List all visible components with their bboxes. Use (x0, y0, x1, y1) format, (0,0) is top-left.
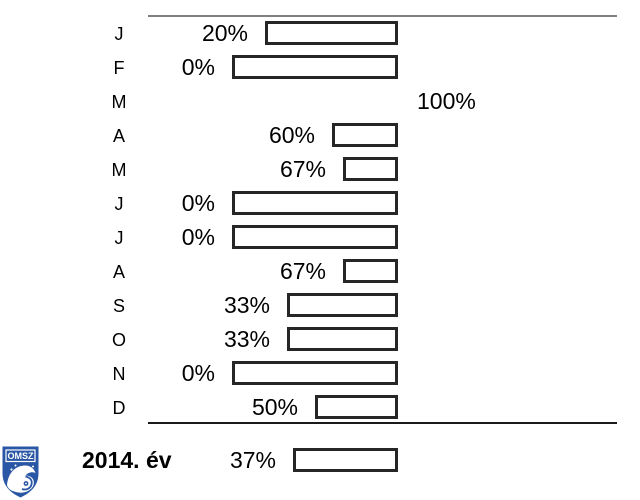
bar (232, 55, 398, 79)
category-label: A (112, 262, 125, 282)
value-label: 20% (201, 20, 248, 46)
category-label: A (112, 126, 125, 146)
summary-row: 2014. év 37% (0, 443, 640, 477)
bar (332, 123, 398, 147)
category-label: S (112, 296, 125, 316)
summary-value-label: 37% (229, 447, 276, 473)
chart-row: S 33% (0, 288, 640, 322)
chart-row: J 0% (0, 220, 640, 254)
category-label: J (114, 194, 124, 214)
chart-row: M 100% (0, 84, 640, 118)
omsz-logo-text: OMSZ (8, 451, 35, 461)
value-label: 60% (268, 122, 315, 148)
category-label: M (111, 160, 127, 180)
value-label: 0% (181, 360, 215, 386)
category-label: M (111, 92, 127, 112)
value-label: 67% (279, 156, 326, 182)
value-label: 33% (223, 292, 270, 318)
category-label: J (114, 228, 124, 248)
value-label: 67% (279, 258, 326, 284)
value-label: 0% (181, 54, 215, 80)
category-label: N (112, 364, 126, 384)
value-label: 0% (181, 190, 215, 216)
chart-row: F 0% (0, 50, 640, 84)
summary-label: 2014. év (82, 447, 172, 473)
chart-row: A 60% (0, 118, 640, 152)
chart-row: A 67% (0, 254, 640, 288)
category-label: J (114, 24, 124, 44)
value-label: 50% (251, 394, 298, 420)
chart-row: M 67% (0, 152, 640, 186)
bar (265, 21, 398, 45)
value-label: 0% (181, 224, 215, 250)
top-rule-line (148, 15, 617, 17)
wave-icon (7, 464, 36, 493)
value-label: 100% (417, 88, 476, 114)
bar (315, 395, 398, 419)
category-label: O (111, 330, 126, 350)
chart-row: D 50% (0, 390, 640, 424)
bar (343, 259, 398, 283)
bottom-rule-line (148, 422, 617, 424)
bar (343, 157, 398, 181)
chart-row: J 0% (0, 186, 640, 220)
summary-bar (293, 448, 398, 472)
chart-rows: J 20% F 0% M 100% A 60% M 67% J 0% J 0% … (0, 16, 640, 424)
category-label: F (113, 58, 125, 78)
bar (232, 361, 398, 385)
value-label: 33% (223, 326, 270, 352)
category-label: D (112, 398, 126, 418)
bar (232, 191, 398, 215)
bar (232, 225, 398, 249)
chart-row: J 20% (0, 16, 640, 50)
chart-row: N 0% (0, 356, 640, 390)
bar (287, 327, 398, 351)
omsz-logo: OMSZ (2, 446, 39, 498)
bar (287, 293, 398, 317)
chart-row: O 33% (0, 322, 640, 356)
